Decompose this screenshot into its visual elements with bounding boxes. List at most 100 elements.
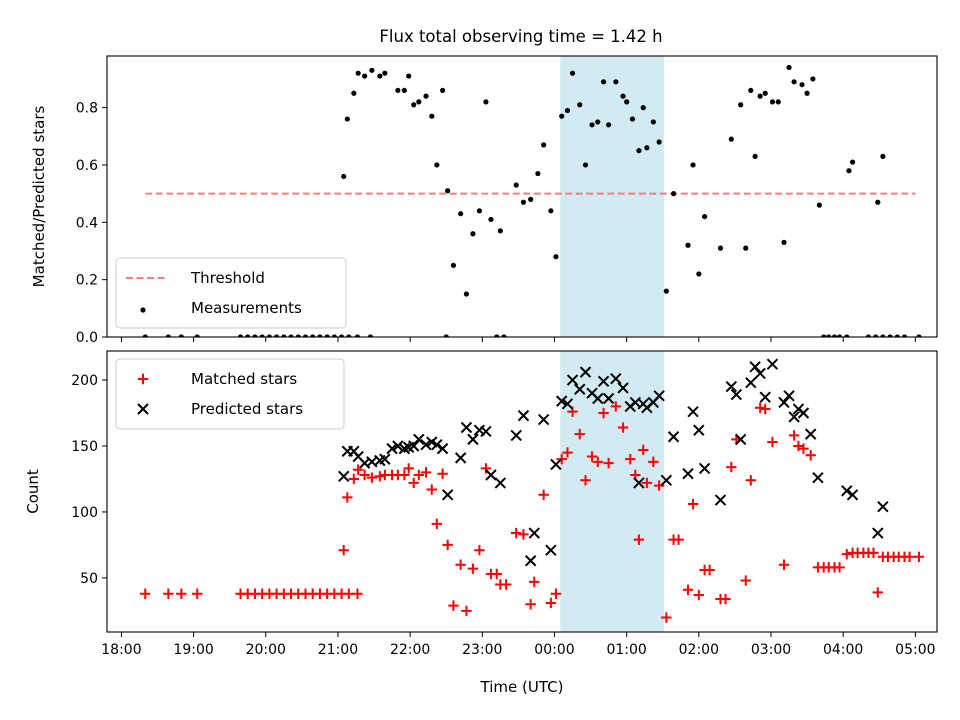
predicted-star-point xyxy=(431,438,443,451)
y-tick-label: 0.0 xyxy=(76,330,98,346)
measurement-point xyxy=(606,122,612,128)
highlight-span xyxy=(560,56,665,337)
matched-star-point xyxy=(745,475,756,486)
predicted-star-point xyxy=(783,390,795,402)
matched-star-point xyxy=(529,576,540,588)
measurement-point xyxy=(443,334,449,337)
measurement-point xyxy=(395,87,401,94)
predicted-star-point xyxy=(877,500,889,513)
measurement-point xyxy=(600,79,607,85)
predicted-star-point xyxy=(617,382,629,394)
matched-star-point xyxy=(403,463,414,474)
measurement-point xyxy=(769,99,776,105)
legend-label: Threshold xyxy=(190,269,265,287)
matched-star-point xyxy=(841,548,852,560)
measurement-point xyxy=(670,191,677,197)
matched-star-point xyxy=(805,450,816,461)
measurement-point xyxy=(548,208,554,214)
measurement-point xyxy=(728,136,734,142)
predicted-star-point xyxy=(420,438,432,451)
measurement-point xyxy=(355,70,361,76)
measurement-point xyxy=(849,159,856,165)
matched-star-point xyxy=(437,468,448,479)
predicted-star-point xyxy=(392,440,404,452)
predicted-star-point xyxy=(592,392,604,405)
x-tick-label: 19:00 xyxy=(173,642,213,658)
measurement-point xyxy=(836,334,843,337)
x-tick-label: 18:00 xyxy=(101,642,141,658)
matched-star-point xyxy=(798,443,809,454)
predicted-star-point xyxy=(467,433,479,446)
y-tick-label: 200 xyxy=(71,373,98,389)
measurement-point xyxy=(865,334,872,337)
x-tick-label: 22:00 xyxy=(390,642,430,658)
matched-star-point xyxy=(338,545,349,556)
predicted-star-point xyxy=(386,442,398,455)
matched-star-point xyxy=(176,588,187,599)
matched-star-point xyxy=(598,407,609,419)
predicted-star-point xyxy=(766,358,779,370)
measurement-point xyxy=(288,334,294,337)
predicted-star-point xyxy=(788,411,800,423)
series-measurements xyxy=(142,64,922,337)
measurement-point xyxy=(470,231,476,237)
matched-star-point xyxy=(648,456,659,468)
measurement-point xyxy=(762,90,768,96)
measurement-point xyxy=(302,334,309,337)
predicted-star-point xyxy=(812,471,824,484)
matched-star-point xyxy=(467,563,479,574)
measurement-point xyxy=(440,87,446,94)
measurement-point xyxy=(351,90,357,96)
measurement-point xyxy=(577,102,583,108)
matched-star-point xyxy=(192,588,203,599)
predicted-star-point xyxy=(682,467,694,480)
matched-star-point xyxy=(693,589,705,601)
measurement-point xyxy=(194,334,200,337)
matched-star-point xyxy=(550,588,562,599)
predicted-star-point xyxy=(610,372,622,385)
measurement-point xyxy=(880,334,886,337)
measurement-point xyxy=(831,334,838,337)
predicted-star-point xyxy=(579,366,592,378)
x-tick-label: 21:00 xyxy=(318,642,358,658)
matched-star-point xyxy=(556,453,567,465)
predicted-star-point xyxy=(725,380,738,393)
matched-star-point xyxy=(442,539,453,551)
predicted-star-point xyxy=(714,494,727,506)
matched-star-point xyxy=(687,498,699,510)
predicted-star-point xyxy=(485,469,497,481)
matched-star-point xyxy=(491,568,502,580)
measurement-point xyxy=(821,334,827,337)
measurement-point xyxy=(656,139,662,145)
y-tick-label: 150 xyxy=(71,439,98,455)
measurement-point xyxy=(901,334,908,337)
predicted-star-point xyxy=(759,391,771,403)
measurement-point xyxy=(810,76,816,82)
y-axis-label: Count xyxy=(24,469,42,514)
measurement-point xyxy=(362,73,368,79)
data-layer xyxy=(140,358,925,623)
measurement-point xyxy=(450,262,457,268)
predicted-star-point xyxy=(597,375,610,388)
measurement-point xyxy=(620,93,626,99)
matched-star-point xyxy=(913,551,925,563)
measurement-point xyxy=(791,79,797,85)
measurement-point xyxy=(826,334,832,337)
measurement-point xyxy=(237,334,244,337)
measurement-point xyxy=(702,213,708,220)
y-tick-label: 0.2 xyxy=(76,273,98,289)
matched-star-point xyxy=(704,564,715,576)
predicted-star-point xyxy=(653,390,665,402)
matched-star-point xyxy=(140,588,151,599)
measurement-point xyxy=(559,113,565,119)
matched-star-point xyxy=(603,457,614,469)
predicted-star-point xyxy=(537,413,550,426)
measurement-point xyxy=(382,70,388,76)
predicted-star-point xyxy=(698,462,711,475)
legend-label: Matched stars xyxy=(191,370,297,388)
measurement-point xyxy=(513,182,519,188)
predicted-star-point xyxy=(566,374,579,386)
predicted-star-point xyxy=(797,407,810,419)
bottom-panel-count-plot: 50 100 150 200 18:00 19:00 20:00 21:00 22:00 23:0… xyxy=(24,350,938,696)
measurement-point xyxy=(595,119,601,125)
